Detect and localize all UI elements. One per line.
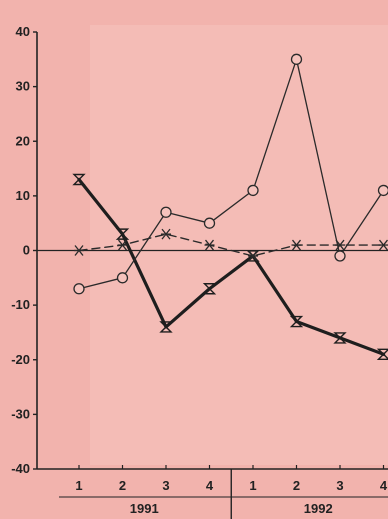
y-tick-label: 40: [16, 24, 30, 39]
data-point-hourglass: [115, 228, 130, 240]
y-tick-label: -10: [11, 297, 30, 312]
data-point-circle: [116, 272, 129, 284]
x-tick-label: 2: [119, 478, 126, 493]
series-line-circle: [78, 58, 385, 290]
y-tick-label: -30: [11, 406, 30, 421]
data-point-star: [74, 245, 84, 256]
data-point-circle: [377, 184, 388, 197]
x-tick-label: 4: [206, 478, 214, 493]
data-point-circle: [160, 206, 172, 218]
data-point-star: [378, 239, 388, 251]
x-tick-label: 3: [162, 478, 169, 493]
star-stroke: [291, 239, 302, 251]
data-point-circle: [73, 283, 85, 295]
y-tick-label: -40: [11, 461, 30, 476]
y-tick-label: 10: [16, 188, 30, 203]
y-tick-label: -20: [11, 352, 30, 367]
group-label-1992: 1992: [304, 501, 333, 516]
data-point-star: [204, 239, 215, 251]
y-tick-label: 0: [23, 243, 30, 258]
data-point-star: [248, 250, 258, 262]
y-tick-label: 20: [16, 133, 30, 148]
x-tick-label: 2: [293, 478, 300, 493]
labels-layer: 40 30 20 10 0 -10 -20 -30 -40 1 2 3 4 1 2 3 4 1991 1992: [11, 24, 388, 516]
data-point-circle: [334, 250, 346, 262]
data-point-star: [161, 228, 171, 240]
star-stroke: [335, 239, 345, 251]
star-stroke: [117, 239, 128, 251]
x-tick-label: 1: [75, 478, 82, 493]
data-point-hourglass: [159, 321, 173, 333]
star-stroke: [161, 228, 171, 240]
data-point-circle: [203, 217, 216, 229]
star-stroke: [248, 250, 258, 262]
data-point-hourglass: [289, 315, 304, 328]
data-point-hourglass: [202, 283, 217, 295]
data-point-star: [335, 239, 345, 251]
star-stroke: [74, 245, 84, 256]
star-stroke: [378, 239, 388, 251]
star-stroke: [204, 239, 215, 251]
data-point-hourglass: [72, 173, 86, 186]
series-line-star: [78, 233, 385, 257]
group-label-1991: 1991: [130, 501, 159, 516]
axes-layer: [33, 31, 388, 519]
data-point-circle: [290, 53, 303, 65]
data-point-hourglass: [376, 348, 388, 360]
series-layer: [72, 53, 388, 360]
series-line-hourglass: [77, 177, 386, 356]
data-point-star: [117, 239, 128, 251]
x-tick-label: 1: [249, 478, 256, 493]
data-point-circle: [247, 184, 259, 197]
data-point-star: [291, 239, 302, 251]
x-tick-label: 3: [336, 478, 343, 493]
x-tick-label: 4: [380, 478, 388, 493]
data-point-hourglass: [333, 332, 347, 344]
y-tick-label: 30: [16, 79, 30, 94]
